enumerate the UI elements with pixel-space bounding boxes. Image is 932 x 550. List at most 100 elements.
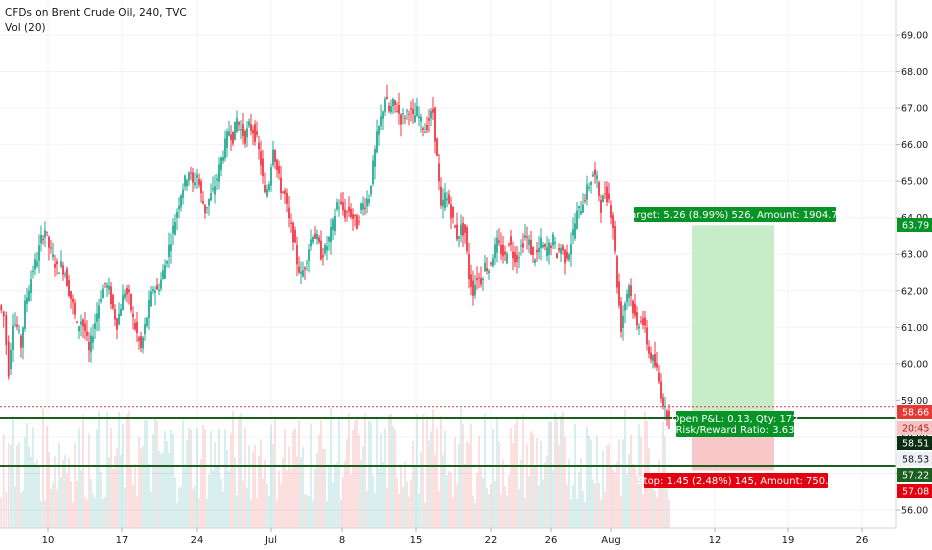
candle-body	[552, 234, 554, 246]
volume-bar	[92, 493, 94, 528]
candle-body	[232, 131, 234, 144]
volume-bar	[332, 482, 334, 528]
volume-bar	[298, 419, 300, 528]
volume-bar	[430, 431, 432, 528]
candle-body	[270, 167, 272, 186]
axis-current-price-bg	[897, 405, 932, 419]
candle-body	[454, 225, 456, 228]
volume-bar	[484, 413, 486, 528]
volume-bar	[572, 484, 574, 528]
candle-body	[466, 227, 468, 251]
candle-body	[134, 322, 136, 330]
candle-body	[50, 247, 52, 249]
volume-bar	[284, 428, 286, 528]
volume-bar	[372, 475, 374, 528]
candle-body	[328, 237, 330, 242]
volume-bar	[82, 414, 84, 528]
candle-body	[622, 315, 624, 328]
candle-body	[634, 303, 636, 316]
volume-bar	[142, 445, 144, 528]
candle-body	[516, 255, 518, 262]
position-overlays[interactable]: Target: 5.26 (8.99%) 526, Amount: 1904.7…	[0, 207, 896, 488]
volume-bar	[614, 472, 616, 528]
price-tick-label: 62.00	[901, 286, 928, 297]
target-zone[interactable]	[692, 225, 774, 418]
volume-bar	[550, 421, 552, 528]
volume-bar	[600, 499, 602, 528]
volume-bar	[326, 501, 328, 528]
volume-bar	[336, 462, 338, 528]
volume-indicator-title[interactable]: Vol (20)	[5, 22, 46, 34]
volume-bar	[500, 494, 502, 528]
candle-body	[580, 210, 582, 215]
symbol-title[interactable]: CFDs on Brent Crude Oil, 240, TVC	[5, 7, 187, 19]
candle-body	[370, 185, 372, 195]
volume-bar	[218, 428, 220, 528]
pnl-label-text: Open P&L: 0.13, Qty: 172	[671, 414, 798, 425]
candle-body	[388, 105, 390, 112]
candle-body	[110, 286, 112, 305]
candle-body	[164, 265, 166, 279]
candle-body	[420, 116, 422, 122]
volume-bar	[528, 476, 530, 528]
candle-body	[60, 260, 62, 267]
volume-bar	[442, 454, 444, 528]
volume-bar	[304, 494, 306, 528]
volume-bar	[132, 484, 134, 528]
volume-bar	[112, 468, 114, 528]
volume-bar	[258, 455, 260, 528]
volume-bar	[390, 413, 392, 528]
candle-body	[608, 193, 610, 200]
candle-body	[436, 138, 438, 156]
candle-body	[290, 222, 292, 224]
volume-bar	[50, 489, 52, 528]
volume-bar	[470, 423, 472, 528]
candle-body	[554, 242, 556, 245]
candle-body	[72, 298, 74, 303]
price-tick-label: 59.00	[901, 396, 928, 407]
pnl-label-box[interactable]	[676, 411, 794, 437]
target-label-box[interactable]	[634, 207, 836, 222]
volume-bar	[536, 438, 538, 528]
candle-body	[576, 210, 578, 229]
axis-entry-price-bg	[897, 452, 932, 466]
candle-body	[30, 279, 32, 293]
volume-bar	[458, 443, 460, 528]
volume-bar	[624, 409, 626, 528]
time-tick-label: 15	[410, 535, 423, 546]
candle-body	[524, 235, 526, 238]
volume-bar	[656, 497, 658, 528]
candle-body	[500, 245, 502, 255]
candle-body	[468, 254, 470, 280]
candle-body	[662, 397, 664, 407]
volume-bar	[282, 457, 284, 528]
candle-body	[242, 124, 244, 137]
volume-bar	[482, 478, 484, 528]
volume-bar	[214, 442, 216, 528]
candle-body	[90, 335, 92, 353]
volume-bar	[594, 483, 596, 528]
candle-body	[142, 337, 144, 349]
candle-body	[526, 236, 528, 238]
candle-body	[464, 224, 466, 233]
candle-body	[210, 193, 212, 201]
axis-stop-level: 57.22	[902, 471, 929, 482]
volume-bar	[520, 459, 522, 528]
candle-body	[324, 245, 326, 254]
volume-bar	[474, 502, 476, 528]
candle-body	[360, 203, 362, 211]
stop-label-box[interactable]	[644, 473, 828, 488]
volume-bar	[78, 428, 80, 528]
volume-bar	[74, 442, 76, 528]
candle-body	[426, 125, 428, 131]
axis-countdown-bg	[897, 421, 932, 435]
candle-body	[656, 363, 658, 368]
volume-bar	[156, 420, 158, 528]
volume-bar	[526, 444, 528, 528]
volume-bar	[88, 433, 90, 528]
volume-bar	[236, 495, 238, 528]
volume-bar	[668, 499, 670, 528]
candle-body	[206, 207, 208, 209]
volume-bar	[128, 410, 130, 528]
